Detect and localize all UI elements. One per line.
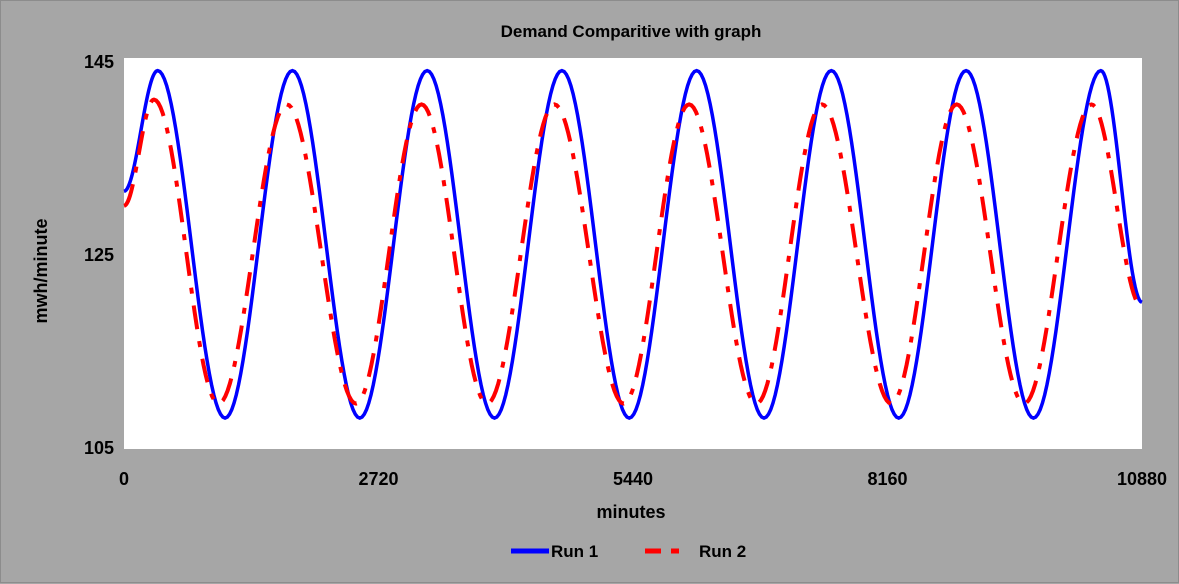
plot-area	[124, 58, 1142, 449]
series-line-run-1	[123, 68, 1143, 420]
y-tick-label: 125	[84, 245, 114, 265]
series-lines	[123, 68, 1143, 420]
legend-label-run-1: Run 1	[551, 542, 598, 561]
x-tick-label: 2720	[358, 469, 398, 489]
x-tick-label: 10880	[1117, 469, 1167, 489]
series-line-run-2	[123, 97, 1143, 406]
legend: Run 1 Run 2	[511, 542, 746, 561]
y-axis-label: mwh/minute	[31, 218, 51, 323]
x-tick-label: 0	[119, 469, 129, 489]
legend-label-run-2: Run 2	[699, 542, 746, 561]
y-tick-label: 105	[84, 438, 114, 458]
x-tick-label: 5440	[613, 469, 653, 489]
chart-title: Demand Comparitive with graph	[501, 22, 762, 41]
x-axis-ticks: 0 2720 5440 8160 10880	[119, 469, 1167, 489]
y-tick-label: 145	[84, 52, 114, 72]
x-axis-label: minutes	[596, 502, 665, 522]
x-tick-label: 8160	[867, 469, 907, 489]
y-axis-ticks: 105 125 145	[84, 52, 114, 458]
